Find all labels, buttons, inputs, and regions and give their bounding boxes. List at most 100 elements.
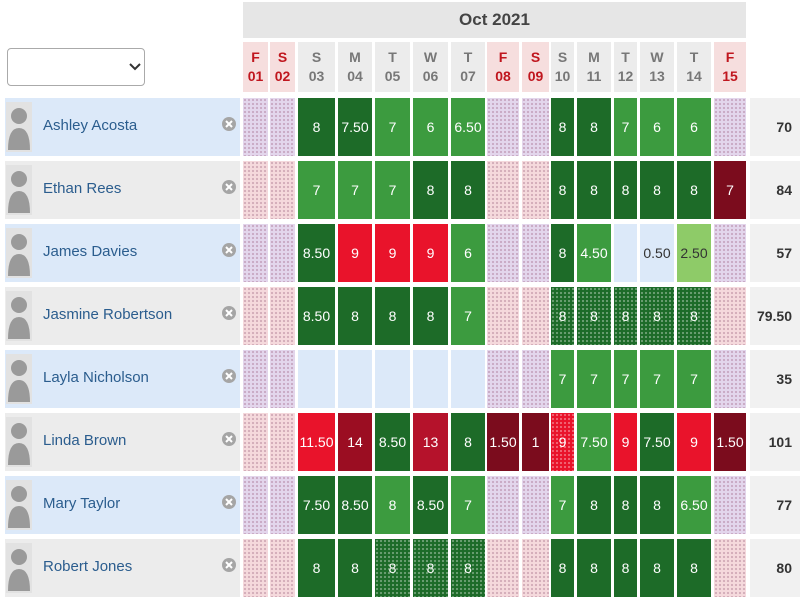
remove-button[interactable] bbox=[221, 242, 237, 258]
avatar bbox=[6, 165, 32, 215]
employee-name[interactable]: Ashley Acosta bbox=[43, 117, 138, 134]
remove-button[interactable] bbox=[221, 179, 237, 195]
hours-cell: 7.50 bbox=[577, 413, 611, 471]
employee-name[interactable]: Layla Nicholson bbox=[43, 369, 149, 386]
hours-cell: 9 bbox=[375, 224, 410, 282]
employee-name[interactable]: Robert Jones bbox=[43, 558, 133, 575]
hours-cell: 7 bbox=[298, 161, 335, 219]
day-number: 11 bbox=[586, 68, 602, 84]
employee-name[interactable]: Jasmine Robertson bbox=[43, 306, 173, 323]
day-letter: S bbox=[530, 49, 541, 65]
hours-cell bbox=[487, 287, 519, 345]
employee-name[interactable]: Linda Brown bbox=[43, 432, 127, 449]
remove-button[interactable] bbox=[221, 431, 237, 447]
hours-cell bbox=[487, 224, 519, 282]
hours-cell: 7 bbox=[451, 476, 485, 534]
hours-cell bbox=[714, 476, 746, 534]
hours-cell bbox=[243, 539, 268, 597]
hours-cell: 8 bbox=[551, 98, 574, 156]
hours-cell: 8 bbox=[551, 224, 574, 282]
day-number: 13 bbox=[649, 68, 665, 84]
employee-name[interactable]: Mary Taylor bbox=[43, 495, 121, 512]
day-header: S 10 bbox=[551, 42, 574, 92]
hours-cell: 1.50 bbox=[487, 413, 519, 471]
hours-cell: 6.50 bbox=[451, 98, 485, 156]
row-total: 57 bbox=[750, 224, 800, 282]
hours-cell bbox=[451, 350, 485, 408]
hours-cell: 8.50 bbox=[298, 224, 335, 282]
name-cell bbox=[5, 413, 240, 471]
name-cell bbox=[5, 350, 240, 408]
remove-button[interactable] bbox=[221, 557, 237, 573]
hours-cell bbox=[522, 476, 549, 534]
day-number: 10 bbox=[554, 68, 571, 84]
day-header: S 02 bbox=[270, 42, 295, 92]
hours-cell: 6 bbox=[677, 98, 711, 156]
hours-cell: 6 bbox=[451, 224, 485, 282]
hours-cell: 8 bbox=[375, 287, 410, 345]
hours-cell bbox=[522, 350, 549, 408]
hours-cell: 8 bbox=[614, 161, 637, 219]
hours-cell: 0.50 bbox=[640, 224, 674, 282]
hours-cell: 2.50 bbox=[677, 224, 711, 282]
hours-cell: 7 bbox=[375, 161, 410, 219]
remove-button[interactable] bbox=[221, 494, 237, 510]
day-number: 14 bbox=[686, 68, 702, 84]
day-header: W 13 bbox=[640, 42, 674, 92]
hours-cell: 8 bbox=[451, 413, 485, 471]
hours-cell: 7 bbox=[551, 350, 574, 408]
hours-cell bbox=[270, 98, 295, 156]
day-header: F 15 bbox=[714, 42, 746, 92]
hours-cell bbox=[714, 98, 746, 156]
day-header: F 01 bbox=[243, 42, 268, 92]
hours-cell bbox=[487, 98, 519, 156]
day-header: M 11 bbox=[577, 42, 611, 92]
employee-name[interactable]: Ethan Rees bbox=[43, 180, 122, 197]
day-number: 08 bbox=[495, 68, 511, 84]
hours-cell bbox=[338, 350, 372, 408]
hours-cell: 8 bbox=[614, 287, 637, 345]
day-number: 03 bbox=[308, 68, 325, 84]
hours-cell: 8 bbox=[375, 539, 410, 597]
hours-cell bbox=[487, 539, 519, 597]
remove-button[interactable] bbox=[221, 116, 237, 132]
day-letter: M bbox=[349, 49, 361, 65]
remove-button[interactable] bbox=[221, 305, 237, 321]
avatar bbox=[6, 354, 32, 404]
hours-cell bbox=[522, 98, 549, 156]
hours-cell bbox=[270, 161, 295, 219]
hours-cell: 7 bbox=[577, 350, 611, 408]
hours-cell: 7.50 bbox=[338, 98, 372, 156]
day-number: 07 bbox=[460, 68, 476, 84]
hours-cell: 8.50 bbox=[338, 476, 372, 534]
hours-cell: 7 bbox=[640, 350, 674, 408]
day-header: T 07 bbox=[451, 42, 485, 92]
hours-cell bbox=[614, 224, 637, 282]
hours-cell bbox=[243, 476, 268, 534]
day-letter: T bbox=[388, 49, 397, 65]
hours-cell: 8 bbox=[551, 539, 574, 597]
hours-cell bbox=[298, 350, 335, 408]
name-cell bbox=[5, 224, 240, 282]
hours-cell bbox=[714, 539, 746, 597]
hours-cell: 11.50 bbox=[298, 413, 335, 471]
hours-cell bbox=[413, 350, 448, 408]
hours-cell: 1.50 bbox=[714, 413, 746, 471]
day-number: 05 bbox=[384, 68, 401, 84]
remove-button[interactable] bbox=[221, 368, 237, 384]
hours-cell: 8 bbox=[413, 539, 448, 597]
hours-cell bbox=[522, 539, 549, 597]
employee-name[interactable]: James Davies bbox=[43, 243, 138, 260]
hours-cell: 7 bbox=[338, 161, 372, 219]
hours-cell bbox=[243, 98, 268, 156]
hours-cell: 7 bbox=[451, 287, 485, 345]
dropdown[interactable] bbox=[7, 48, 145, 86]
day-letter: F bbox=[498, 49, 508, 65]
hours-cell bbox=[487, 161, 519, 219]
hours-cell bbox=[243, 413, 268, 471]
hours-cell: 6.50 bbox=[677, 476, 711, 534]
day-header: T 05 bbox=[375, 42, 410, 92]
row-total: 35 bbox=[750, 350, 800, 408]
day-header: F 08 bbox=[487, 42, 519, 92]
day-header: T 12 bbox=[614, 42, 637, 92]
